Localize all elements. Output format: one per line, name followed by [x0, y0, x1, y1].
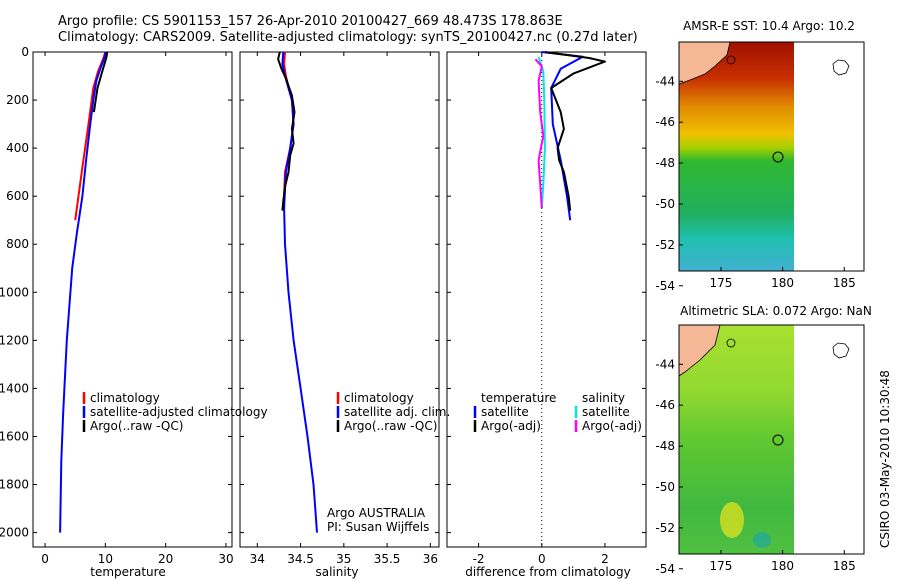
y-tick-label: 800 [6, 237, 29, 251]
y-tick-label: 0 [21, 45, 29, 59]
map-y-tick-label: -48 [655, 156, 675, 170]
difference-axes [446, 51, 647, 548]
legend-heading-temperature: temperature [481, 391, 556, 405]
legend-label: Argo(-adj) [582, 419, 642, 433]
sla-anomaly [720, 502, 744, 538]
x-tick-label: 20 [158, 552, 173, 566]
series-line-s_satellite [537, 56, 546, 209]
sst-land-nz [678, 41, 731, 85]
map-y-tick-label: -44 [655, 74, 675, 88]
series-line-argo [92, 51, 109, 113]
difference-plot: -2 0 2 [447, 51, 646, 566]
x-tick-label: 10 [98, 552, 113, 566]
x-tick-label: 34.5 [287, 552, 314, 566]
x-tick-label: 36 [423, 552, 438, 566]
legend-label: climatology [344, 391, 414, 405]
temperature-plot: 0 10 20 30 0 200 400 600 800 1000 1200 1400 1600 1800… [0, 45, 234, 566]
legend-label: satellite-adjusted climatology [90, 405, 268, 419]
x-tick-label: -2 [473, 552, 485, 566]
legend-label: climatology [90, 391, 160, 405]
map-x-tick-label: 175 [709, 559, 732, 573]
sst-island [726, 55, 736, 65]
map-y-tick-label: -50 [655, 480, 675, 494]
y-tick-label: 1200 [0, 333, 29, 347]
x-tick-label: 2 [601, 552, 609, 566]
legend-label: Argo(..raw -QC) [344, 419, 437, 433]
x-tick-label: 35.5 [374, 552, 401, 566]
argo-annotation-line1: Argo AUSTRALIA [327, 506, 426, 520]
salinity-axes [239, 51, 440, 548]
y-tick-label: 1800 [0, 478, 29, 492]
map-x-tick-label: 175 [709, 276, 732, 290]
map-y-tick-label: -46 [655, 398, 675, 412]
sla-anomaly [753, 532, 771, 548]
map-x-tick-label: 180 [771, 559, 794, 573]
legend-label: Argo(..raw -QC) [90, 419, 183, 433]
x-tick-label: 35 [336, 552, 351, 566]
header-line-2: Climatology: CARS2009. Satellite-adjuste… [58, 30, 638, 45]
x-tick-label: 0 [41, 552, 49, 566]
y-tick-label: 1000 [0, 285, 29, 299]
x-tick-label: 30 [218, 552, 233, 566]
legend-heading-salinity: salinity [582, 391, 625, 405]
sla-island [726, 338, 736, 348]
map-y-tick-label: -48 [655, 439, 675, 453]
legend-label: satellite adj. clim. [344, 405, 450, 419]
y-tick-label: 2000 [0, 526, 29, 540]
difference-legend: temperature satellite Argo(-adj) salinit… [473, 391, 642, 433]
sla-island-chatham [832, 342, 850, 359]
sla-map-frame [678, 324, 865, 555]
series-line-argo [277, 51, 296, 211]
salinity-plot: 34 34.5 35 35.5 36 [240, 51, 439, 566]
map-x-tick-label: 185 [833, 276, 856, 290]
sst-map [678, 41, 865, 272]
sst-profile-marker [772, 151, 784, 163]
series-line-t_argo [544, 51, 606, 211]
y-tick-label: 600 [6, 189, 29, 203]
legend-label: Argo(-adj) [481, 419, 541, 433]
map-y-tick-label: -44 [655, 357, 675, 371]
map-y-tick-label: -46 [655, 115, 675, 129]
sla-map-title: Altimetric SLA: 0.072 Argo: NaN [680, 304, 872, 318]
sla-profile-marker [772, 434, 784, 446]
map-y-tick-label: -54 [655, 279, 675, 293]
x-tick-label: 0 [538, 552, 546, 566]
map-ticks: 175 180 185 -44 -46 -48 -50 -52 -54 175 180 185 -44 -… [655, 74, 855, 575]
map-y-tick-label: -54 [655, 562, 675, 576]
sst-field [679, 42, 794, 271]
series-line-t_satellite [541, 51, 584, 221]
map-y-tick-label: -50 [655, 197, 675, 211]
temperature-axes [32, 51, 233, 548]
legend-label: satellite [481, 405, 529, 419]
temperature-xlabel: temperature [90, 565, 165, 579]
series-line-satellite [281, 51, 318, 533]
y-tick-label: 200 [6, 93, 29, 107]
map-y-tick-label: -52 [655, 238, 675, 252]
y-tick-label: 1400 [0, 381, 29, 395]
y-tick-label: 400 [6, 141, 29, 155]
map-x-tick-label: 180 [771, 276, 794, 290]
series-line-satellite [59, 51, 107, 533]
legend-label: satellite [582, 405, 630, 419]
y-tick-label: 1600 [0, 429, 29, 443]
map-y-tick-label: -52 [655, 521, 675, 535]
sst-island-chatham [832, 59, 850, 76]
timestamp-side-label: CSIRO 03-May-2010 10:30:48 [878, 370, 892, 548]
sst-map-frame [678, 41, 865, 272]
sla-map [678, 324, 865, 555]
salinity-xlabel: salinity [315, 565, 358, 579]
map-x-tick-label: 185 [833, 559, 856, 573]
salinity-legend: climatology satellite adj. clim. Argo(..… [336, 391, 450, 433]
header-line-1: Argo profile: CS 5901153_157 26-Apr-2010… [58, 14, 563, 29]
x-tick-label: 34 [250, 552, 265, 566]
sst-map-title: AMSR-E SST: 10.4 Argo: 10.2 [683, 19, 855, 33]
temperature-legend: climatology satellite-adjusted climatolo… [82, 391, 268, 433]
difference-xlabel: difference from climatology [465, 565, 631, 579]
argo-annotation-line2: PI: Susan Wijffels [327, 520, 429, 534]
series-line-s_argo [534, 58, 545, 209]
